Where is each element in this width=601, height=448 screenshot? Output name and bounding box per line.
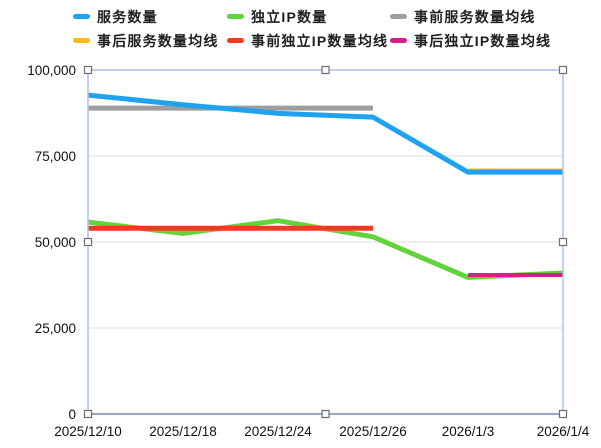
selection-handle-ne[interactable] [558, 65, 568, 75]
legend-swatch-icon [227, 14, 244, 19]
series-line-0[interactable] [87, 92, 563, 175]
legend-label: 事后独立IP数量均线 [414, 32, 552, 49]
y-axis-label: 75,000 [35, 149, 76, 164]
legend-item[interactable]: 独立IP数量 [227, 8, 328, 25]
x-axis-label: 2025/12/18 [149, 424, 217, 439]
selection-handle-sw[interactable] [83, 409, 93, 419]
legend-label: 事前独立IP数量均线 [251, 32, 389, 49]
legend-item[interactable]: 服务数量 [73, 8, 158, 25]
legend-label: 事前服务数量均线 [414, 8, 536, 25]
legend-item[interactable]: 事后服务数量均线 [73, 32, 219, 49]
x-axis-label: 2026/1/3 [442, 424, 495, 439]
legend-swatch-icon [227, 38, 244, 43]
x-axis-label: 2025/12/10 [54, 424, 122, 439]
x-axis-label: 2026/1/4 [537, 424, 590, 439]
legend-swatch-icon [73, 14, 90, 19]
selection-handle-w[interactable] [83, 237, 93, 247]
legend-item[interactable]: 事前独立IP数量均线 [227, 32, 389, 49]
legend: 服务数量 独立IP数量 事前服务数量均线事后服务数量均线 事前独立IP数量均线 事后独立… [0, 0, 601, 56]
legend-label: 事后服务数量均线 [97, 32, 219, 49]
legend-label: 独立IP数量 [251, 8, 328, 25]
y-axis-label: 100,000 [27, 63, 76, 78]
legend-swatch-icon [390, 38, 407, 43]
y-axis-label: 50,000 [35, 235, 76, 250]
selection-handle-nw[interactable] [83, 65, 93, 75]
y-axis-label: 25,000 [35, 321, 76, 336]
legend-swatch-icon [390, 14, 407, 19]
legend-swatch-icon [73, 38, 90, 43]
legend-label: 服务数量 [97, 8, 158, 25]
legend-item[interactable]: 事后独立IP数量均线 [390, 32, 552, 49]
selection-handle-s[interactable] [321, 409, 330, 419]
selection-handle-e[interactable] [558, 237, 568, 247]
y-axis-label: 0 [68, 407, 76, 422]
selection-handle-n[interactable] [321, 65, 330, 75]
legend-item[interactable]: 事前服务数量均线 [390, 8, 536, 25]
x-axis-label: 2025/12/26 [339, 424, 407, 439]
x-axis-label: 2025/12/24 [244, 424, 312, 439]
selection-handle-se[interactable] [558, 409, 568, 419]
